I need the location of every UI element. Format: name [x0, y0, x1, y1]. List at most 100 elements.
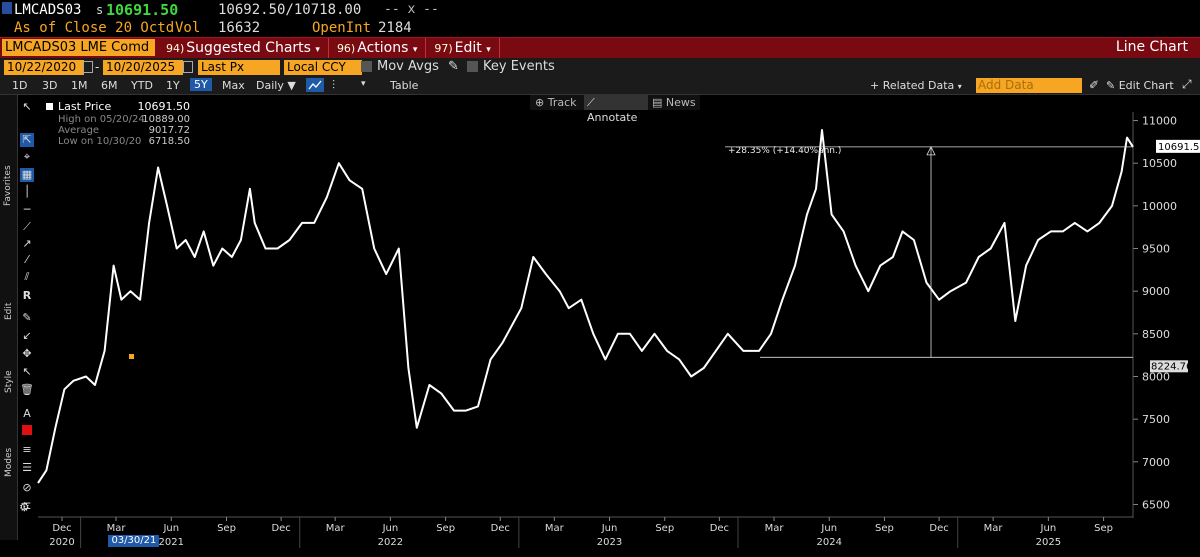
pointer-icon[interactable]: ↖ [22, 100, 32, 113]
base-value-box-label: 8224.76 [1151, 361, 1192, 372]
dashes: -- x -- [384, 2, 439, 17]
color-swatch-icon[interactable] [20, 425, 34, 439]
horizontal-line-icon[interactable]: ─ [23, 203, 31, 216]
paint-icon[interactable]: ✐ [1089, 78, 1100, 92]
legend-title-value: 10691.50 [137, 100, 191, 113]
y-tick-label: 11000 [1142, 115, 1177, 128]
ticker[interactable]: LMCADS03 [14, 2, 82, 18]
pencil-icon[interactable]: ✎ [22, 311, 32, 324]
openint-label: OpenInt [312, 20, 372, 36]
grid-icon[interactable]: ▦ [20, 168, 34, 182]
checkbox-icon[interactable] [361, 61, 372, 72]
period-ytd[interactable]: YTD [131, 79, 153, 92]
start-date-field[interactable]: 10/22/2020 [4, 60, 84, 75]
period-1m[interactable]: 1M [71, 79, 88, 92]
x-tick-label: Sep [1094, 523, 1113, 534]
date-separator: - [95, 60, 100, 74]
y-tick-label: 10500 [1142, 157, 1177, 170]
dropdown-caret-icon: ▾ [486, 45, 491, 55]
vertical-line-icon[interactable]: │ [23, 185, 31, 198]
annotation-arrowhead [926, 145, 936, 156]
legend-low-label: Low on 10/30/20 [58, 136, 142, 147]
y-tick-label: 7500 [1142, 413, 1170, 426]
x-tick-label: Sep [436, 523, 455, 534]
x-tick-label: Mar [107, 523, 127, 534]
annotate-button[interactable]: ⟋ Annotate [584, 95, 648, 124]
x-tick-label: Mar [545, 523, 565, 534]
dropdown-caret-icon: ▾ [412, 45, 418, 55]
vol-label: Vol [175, 20, 201, 36]
chart-type-title: Line Chart [1115, 39, 1188, 55]
x-tick-label: Jun [382, 523, 399, 534]
bar-chart-icon[interactable]: ⫶ [332, 78, 336, 92]
menu-edit[interactable]: 97) Edit ▾ [426, 38, 500, 58]
line-style-icon[interactable]: ☰ [22, 461, 32, 474]
menu-actions[interactable]: 96) Actions ▾ [329, 38, 427, 58]
expand-icon[interactable]: ⤢ [1182, 77, 1192, 91]
end-date-field[interactable]: 10/20/2025 [103, 60, 183, 75]
security-field[interactable]: LMCADS03 LME Comd [2, 39, 155, 56]
key-events[interactable]: Key Events [483, 59, 555, 74]
text-tool-icon[interactable]: A [23, 407, 31, 420]
table-button[interactable]: Table [390, 79, 419, 92]
field-selector[interactable]: Last Px [198, 60, 280, 75]
trash-icon[interactable]: 🗑 [20, 383, 34, 396]
x-tick-label: Mar [765, 523, 785, 534]
move-icon[interactable]: ✥ [22, 347, 32, 360]
edit-chart-button[interactable]: ✎ Edit Chart [1106, 79, 1174, 92]
ray-icon[interactable]: ⁄ [26, 253, 28, 266]
annotation-label: +28.35% (+14.40%ann.) [728, 146, 841, 156]
arrow-line-icon[interactable]: ↗ [22, 237, 32, 250]
price-prefix: s [96, 3, 104, 17]
link-icon[interactable]: ⊘ [22, 481, 32, 494]
arrow-icon[interactable]: ↙ [22, 329, 32, 342]
period-1y[interactable]: 1Y [166, 79, 180, 92]
calendar-icon[interactable] [83, 61, 93, 73]
trend-line-icon[interactable]: ⟋ [23, 220, 31, 233]
magnet-icon[interactable]: ⊏ [22, 499, 32, 512]
settings-gear-icon[interactable]: ⚙ [19, 500, 30, 514]
y-tick-label: 9000 [1142, 285, 1170, 298]
last-price: 10691.50 [106, 1, 179, 19]
security-color-swatch [2, 2, 12, 14]
price-line [37, 129, 1134, 484]
news-button[interactable]: ▤ News [652, 96, 696, 109]
x-year-label: 2023 [597, 537, 622, 548]
period-max[interactable]: Max [222, 79, 245, 92]
legend-average-value: 9017.72 [148, 125, 190, 136]
checkbox-icon[interactable] [467, 61, 478, 72]
y-tick-label: 9500 [1142, 243, 1170, 256]
period-1d[interactable]: 1D [12, 79, 28, 92]
dropdown-caret-icon[interactable]: ▾ [361, 79, 366, 89]
crosshair-icon[interactable]: ⌖ [23, 150, 31, 163]
select-icon[interactable]: ↖ [22, 365, 32, 378]
y-tick-label: 8500 [1142, 328, 1170, 341]
line-weight-icon[interactable]: ≡ [22, 443, 32, 456]
cursor-select-icon[interactable]: ⇱ [20, 133, 34, 147]
mov-avgs[interactable]: Mov Avgs [377, 59, 439, 74]
track-button[interactable]: ⊕ Track [535, 96, 577, 109]
settings-bar: 10/22/2020 - 10/20/2025 Last Px Local CC… [0, 58, 1200, 77]
y-tick-label: 8000 [1142, 370, 1170, 383]
x-year-label: 2020 [49, 537, 74, 548]
retracement-icon[interactable]: R [22, 289, 32, 302]
period-3d[interactable]: 3D [42, 79, 58, 92]
calendar-icon[interactable] [183, 61, 193, 73]
dropdown-caret-icon: ▾ [957, 82, 962, 91]
channel-icon[interactable]: ⫽ [24, 270, 30, 283]
toolbar: 1D 3D 1M 6M YTD 1Y 5Y Max Daily ▼ ⫶ ▾ Ta… [0, 77, 1200, 95]
period-5y[interactable]: 5Y [190, 78, 212, 91]
menu-suggested-charts[interactable]: 94) Suggested Charts ▾ [158, 38, 329, 58]
dropdown-caret-icon: ▼ [287, 79, 296, 92]
frequency-selector[interactable]: Daily ▼ [256, 79, 296, 92]
period-6m[interactable]: 6M [101, 79, 118, 92]
x-tick-label: Dec [929, 523, 948, 534]
related-data-button[interactable]: + Related Data ▾ [870, 79, 962, 92]
line-chart-icon[interactable] [306, 78, 324, 92]
pencil-icon[interactable]: ✎ [448, 59, 459, 74]
currency-selector[interactable]: Local CCY [284, 60, 362, 75]
left-sidebar: Favorites Edit Style Modes [0, 95, 18, 540]
add-data-input[interactable]: Add Data [976, 78, 1082, 93]
x-year-label: 2025 [1036, 537, 1061, 548]
